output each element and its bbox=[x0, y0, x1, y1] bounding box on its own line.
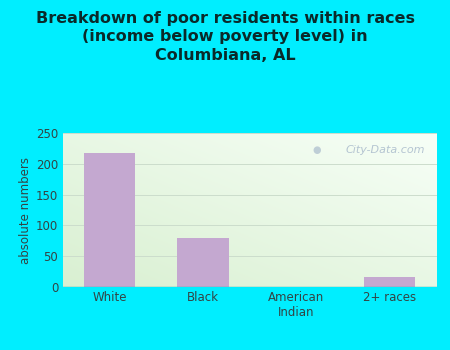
Text: Breakdown of poor residents within races
(income below poverty level) in
Columbi: Breakdown of poor residents within races… bbox=[36, 10, 414, 63]
Bar bbox=[364, 276, 415, 287]
Bar bbox=[84, 153, 135, 287]
Bar bbox=[177, 238, 229, 287]
Text: ●: ● bbox=[312, 145, 321, 155]
Y-axis label: absolute numbers: absolute numbers bbox=[19, 156, 32, 264]
Text: City-Data.com: City-Data.com bbox=[346, 145, 425, 155]
